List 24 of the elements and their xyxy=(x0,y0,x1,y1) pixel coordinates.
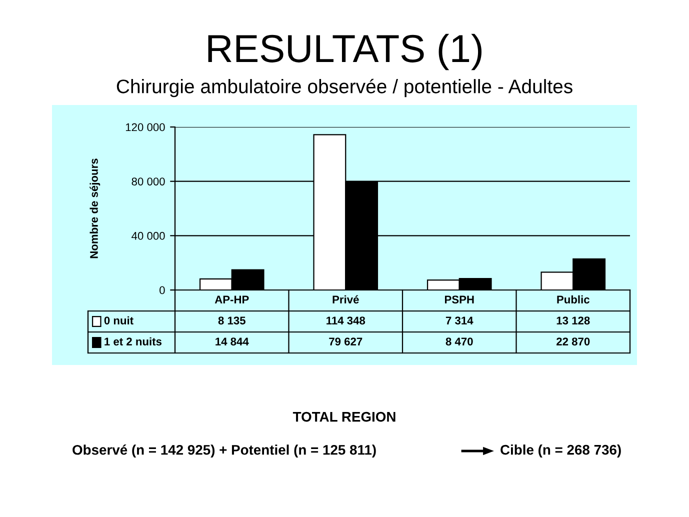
x-tick-label: Privé xyxy=(332,295,359,304)
legend-label: 1 et 2 nuits xyxy=(104,337,162,346)
data-label: 7 314 xyxy=(446,316,474,324)
x-tick-label: Public xyxy=(557,295,590,304)
y-axis-title: Nombre de séjours xyxy=(90,158,100,258)
text: Cible (n = 268 736) xyxy=(500,444,621,458)
chart-title: RESULTATS (1) xyxy=(208,34,482,70)
text: Observé (n = 142 925) + Potentiel (n = 125 811) xyxy=(72,444,376,458)
x-tick-label: AP-HP xyxy=(214,296,249,304)
data-label: 79 627 xyxy=(329,338,362,346)
chart-subtitle: Chirurgie ambulatoire observée / potentielle - Adultes xyxy=(116,78,572,98)
text: TOTAL REGION xyxy=(292,412,396,422)
y-tick-label: 120 000 xyxy=(126,123,165,132)
data-label: 8 135 xyxy=(218,316,246,324)
y-tick-label: 80 000 xyxy=(132,178,165,186)
x-tick-label: PSPH xyxy=(444,296,474,304)
y-tick-label: 0 xyxy=(160,286,165,294)
data-label: 13 128 xyxy=(556,316,590,324)
data-label: 14 844 xyxy=(216,338,249,346)
data-label: 114 348 xyxy=(326,316,366,324)
y-tick-label: 40 000 xyxy=(132,232,165,240)
data-label: 8 470 xyxy=(446,338,473,346)
legend-label: 0 nuit xyxy=(104,316,134,324)
data-label: 22 870 xyxy=(556,338,590,346)
